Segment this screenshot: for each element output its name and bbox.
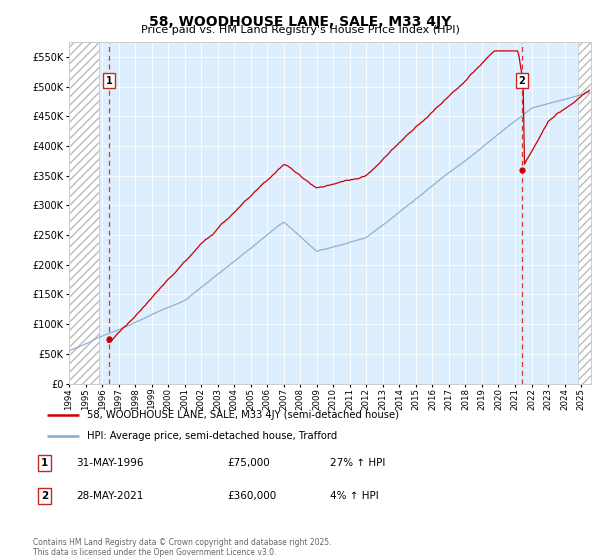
Text: 1: 1 [106, 76, 112, 86]
Text: 31-MAY-1996: 31-MAY-1996 [76, 458, 144, 468]
Text: 58, WOODHOUSE LANE, SALE, M33 4JY: 58, WOODHOUSE LANE, SALE, M33 4JY [149, 15, 451, 29]
Text: 58, WOODHOUSE LANE, SALE, M33 4JY (semi-detached house): 58, WOODHOUSE LANE, SALE, M33 4JY (semi-… [87, 410, 399, 420]
Text: 1: 1 [41, 458, 49, 468]
Text: Price paid vs. HM Land Registry's House Price Index (HPI): Price paid vs. HM Land Registry's House … [140, 25, 460, 35]
Text: 2: 2 [41, 491, 49, 501]
Text: 28-MAY-2021: 28-MAY-2021 [76, 491, 143, 501]
Text: 4% ↑ HPI: 4% ↑ HPI [330, 491, 379, 501]
Text: Contains HM Land Registry data © Crown copyright and database right 2025.
This d: Contains HM Land Registry data © Crown c… [33, 538, 331, 557]
Text: £360,000: £360,000 [227, 491, 277, 501]
Text: 27% ↑ HPI: 27% ↑ HPI [330, 458, 385, 468]
Text: 2: 2 [518, 76, 526, 86]
Text: HPI: Average price, semi-detached house, Trafford: HPI: Average price, semi-detached house,… [87, 431, 337, 441]
Text: £75,000: £75,000 [227, 458, 270, 468]
